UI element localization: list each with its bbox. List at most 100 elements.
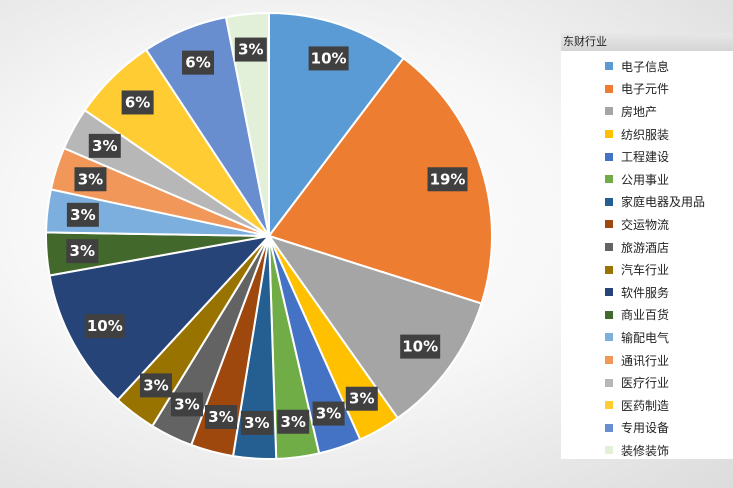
data-label-box: [312, 401, 345, 426]
data-label-text: 3%: [92, 137, 117, 155]
data-label-box: [345, 386, 378, 411]
legend-label: 专用设备: [621, 421, 670, 436]
legend-swatch: [605, 197, 613, 206]
pie-data-label: 3%: [66, 202, 99, 227]
legend-swatch: [605, 446, 613, 455]
pie-data-label: 3%: [277, 409, 310, 434]
data-label-text: 3%: [70, 242, 95, 260]
legend-item: 旅游酒店: [561, 236, 733, 259]
data-label-text: 3%: [143, 376, 168, 394]
data-label-text: 6%: [185, 54, 210, 72]
legend-label: 家庭电器及用品: [621, 195, 706, 210]
legend-label: 医疗行业: [621, 376, 670, 391]
data-label-text: 19%: [430, 170, 466, 188]
legend-label: 商业百货: [621, 308, 670, 323]
pie-data-label: 3%: [74, 167, 107, 192]
data-label-text: 10%: [311, 49, 347, 67]
data-label-box: [170, 392, 203, 417]
legend-label: 输配电气: [621, 330, 670, 345]
legend-item: 医药制造: [561, 394, 733, 417]
legend-label: 汽车行业: [621, 263, 670, 278]
pie-data-label: 3%: [88, 133, 121, 158]
pie-data-label: 10%: [308, 46, 349, 71]
data-label-box: [427, 167, 468, 192]
pie-data-label: 3%: [240, 410, 273, 435]
legend-swatch: [605, 423, 613, 432]
legend-swatch: [605, 152, 613, 161]
legend-item: 家庭电器及用品: [561, 191, 733, 214]
legend-items: 电子信息电子元件房地产纺织服装工程建设公用事业家庭电器及用品 交运物流旅游酒店汽车…: [561, 55, 733, 462]
pie-data-label: 3%: [170, 392, 203, 417]
pie-data-label: 10%: [84, 314, 125, 339]
legend: 东财行业 电子信息电子元件房地产纺织服装工程建设公用事业家庭电器及用品 交运物流旅…: [561, 33, 733, 459]
data-label-box: [84, 314, 125, 339]
data-label-text: 10%: [402, 338, 438, 356]
pie-slice: [266, 234, 483, 420]
data-label-text: 3%: [349, 390, 374, 408]
legend-swatch: [605, 333, 613, 342]
legend-label: 电子元件: [621, 82, 670, 97]
data-label-box: [234, 37, 267, 62]
legend-swatch: [605, 243, 613, 252]
legend-swatch: [605, 401, 613, 410]
legend-swatch: [605, 378, 613, 387]
legend-label: 通讯行业: [621, 353, 670, 368]
data-label-box: [240, 410, 273, 435]
data-label-box: [74, 167, 107, 192]
pie-slices: [45, 11, 493, 460]
legend-label: 纺织服装: [621, 127, 670, 142]
data-label-text: 3%: [174, 395, 199, 413]
legend-label: 交运物流: [621, 217, 670, 232]
legend-swatch: [605, 130, 613, 139]
data-label-box: [66, 239, 99, 264]
pie-data-label: 10%: [400, 334, 441, 359]
pie-data-labels: 10% 19% 10% 3% 3% 3% 3% 3% 3% 3% 10% 3% 3% 3% 3% 6% 6% 3%: [66, 37, 468, 435]
pie-data-label: 3%: [139, 373, 172, 398]
legend-label: 旅游酒店: [621, 240, 670, 255]
legend-item: 公用事业: [561, 168, 733, 191]
data-label-text: 3%: [316, 405, 341, 423]
legend-item: 专用设备: [561, 417, 733, 440]
legend-item: 通讯行业: [561, 349, 733, 372]
legend-swatch: [605, 107, 613, 116]
legend-item: 电子信息: [561, 55, 733, 78]
data-label-box: [182, 50, 215, 75]
legend-swatch: [605, 175, 613, 184]
legend-label: 房地产: [621, 104, 658, 119]
legend-label: 装修装饰: [621, 443, 670, 458]
data-label-box: [66, 202, 99, 227]
legend-title: 东财行业: [561, 33, 733, 51]
legend-item: 装修装饰: [561, 439, 733, 462]
legend-item: 工程建设: [561, 145, 733, 168]
legend-swatch: [605, 310, 613, 319]
legend-item: 房地产: [561, 100, 733, 123]
data-label-box: [88, 133, 121, 158]
legend-item: 纺织服装: [561, 123, 733, 146]
pie-slice: [224, 11, 270, 237]
legend-item: 医疗行业: [561, 371, 733, 394]
data-label-box: [139, 373, 172, 398]
data-label-box: [400, 334, 441, 359]
legend-item: 电子元件: [561, 78, 733, 101]
pie-data-label: 3%: [312, 401, 345, 426]
data-label-text: 3%: [78, 170, 103, 188]
legend-item: 汽车行业: [561, 258, 733, 281]
data-label-text: 10%: [87, 317, 123, 335]
legend-item: 商业百货: [561, 304, 733, 327]
data-label-box: [277, 409, 310, 434]
data-label-text: 3%: [238, 41, 263, 59]
data-label-box: [121, 90, 154, 115]
legend-swatch: [605, 265, 613, 274]
legend-swatch: [605, 356, 613, 365]
legend-swatch: [605, 62, 613, 71]
data-label-text: 3%: [70, 206, 95, 224]
pie-data-label: 6%: [121, 90, 154, 115]
legend-swatch: [605, 84, 613, 93]
legend-item: 交运物流: [561, 213, 733, 236]
pie-data-label: 3%: [205, 405, 238, 430]
legend-label: 工程建设: [621, 150, 670, 165]
pie-slice: [268, 11, 405, 239]
legend-swatch: [605, 288, 613, 297]
legend-item: 软件服务: [561, 281, 733, 304]
